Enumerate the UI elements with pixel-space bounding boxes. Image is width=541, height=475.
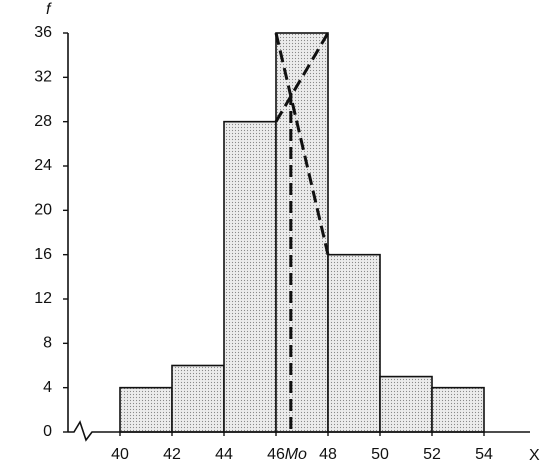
bar (379, 375, 433, 433)
y-tick-label: 32 (34, 69, 52, 86)
bar (171, 364, 225, 433)
bar (327, 253, 381, 433)
x-axis-label: X (529, 447, 540, 464)
x-tick-label: 50 (371, 446, 389, 463)
x-tick-label: 40 (111, 446, 129, 463)
mode-diagonal (274, 32, 330, 256)
y-axis-label: f (46, 1, 52, 18)
bar (223, 120, 277, 433)
x-tick-label: 46 (267, 446, 285, 463)
y-tick-label: 20 (34, 202, 52, 219)
x-tick-label: 48 (319, 446, 337, 463)
y-tick-label: 28 (34, 113, 52, 130)
y-tick-label: 12 (34, 290, 52, 307)
x-tick-label: 44 (215, 446, 233, 463)
x-tick-label: 54 (475, 446, 493, 463)
y-tick-label: 4 (43, 379, 52, 396)
y-tick-label: 16 (34, 246, 52, 263)
x-tick-label: 52 (423, 446, 441, 463)
x-tick-label: 42 (163, 446, 181, 463)
bar (119, 386, 173, 433)
mode-label: Mo (285, 446, 307, 463)
y-tick-label: 24 (34, 157, 52, 174)
x-axis-break (68, 420, 530, 442)
plot-area (119, 32, 485, 433)
y-tick-label: 8 (43, 335, 52, 352)
bar (275, 32, 329, 433)
y-tick-label: 36 (34, 24, 52, 41)
y-tick-label: 0 (43, 423, 52, 440)
bar (431, 386, 485, 433)
